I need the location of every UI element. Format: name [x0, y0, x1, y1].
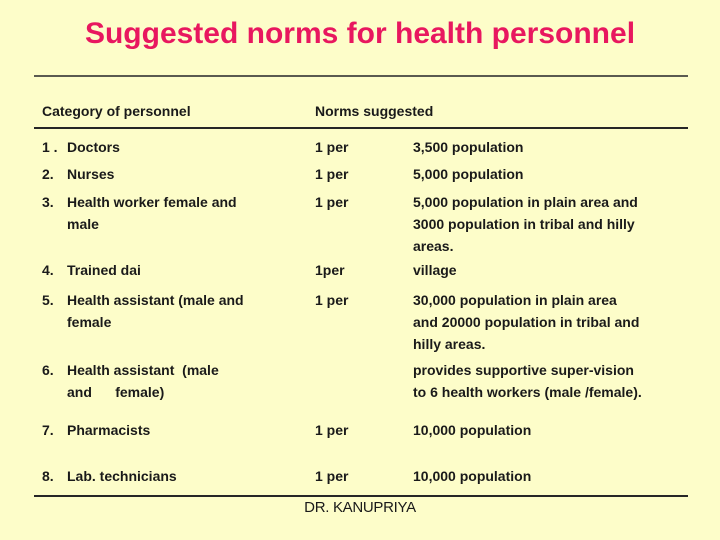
table-row: 3. Health worker female and male 1 per 5…: [42, 191, 690, 257]
category-cell: Health worker female and male: [67, 194, 237, 232]
row-number: 1 .: [42, 139, 58, 155]
category-cell: Trained dai: [67, 262, 141, 278]
footer-author: DR. KANUPRIYA: [304, 499, 416, 516]
row-number: 3.: [42, 194, 54, 210]
row-number: 8.: [42, 468, 54, 484]
table-row: 6. Health assistant (male and female) pr…: [42, 359, 690, 403]
header-norms: Norms suggested: [315, 103, 434, 119]
table-row: 2. Nurses 1 per 5,000 population: [42, 163, 690, 185]
ratio-cell: 1 per: [315, 166, 349, 182]
table-row: 8. Lab. technicians 1 per 10,000 populat…: [42, 465, 690, 487]
category-cell: Health assistant (male and female: [67, 292, 244, 330]
norm-value-cell: 3,500 population: [413, 139, 524, 155]
table-row: 5. Health assistant (male and female 1 p…: [42, 289, 690, 355]
category-cell: Health assistant (male and female): [67, 362, 219, 400]
table-row: 4. Trained dai 1per village: [42, 259, 690, 281]
norm-value-cell: 30,000 population in plain area and 2000…: [413, 292, 640, 352]
ratio-cell: 1 per: [315, 422, 349, 438]
norms-table: Category of personnel Norms suggested: [0, 100, 720, 127]
ratio-cell: 1per: [315, 262, 345, 278]
norm-value-cell: 5,000 population: [413, 166, 524, 182]
category-cell: Lab. technicians: [67, 468, 177, 484]
norm-value-cell: 10,000 population: [413, 422, 532, 438]
category-cell: Doctors: [67, 139, 120, 155]
norm-value-cell: 5,000 population in plain area and 3000 …: [413, 194, 638, 254]
category-cell: Nurses: [67, 166, 115, 182]
table-header-row: Category of personnel Norms suggested: [42, 100, 690, 127]
row-number: 2.: [42, 166, 54, 182]
norm-value-cell: 10,000 population: [413, 468, 532, 484]
row-number: 4.: [42, 262, 54, 278]
ratio-cell: 1 per: [315, 468, 349, 484]
norm-value-cell: provides supportive super-vision to 6 he…: [413, 362, 642, 400]
title-divider: [34, 75, 688, 77]
header-divider: [34, 127, 688, 129]
table-row: 1 . Doctors 1 per 3,500 population: [42, 136, 690, 158]
row-number: 5.: [42, 292, 54, 308]
row-number: 7.: [42, 422, 54, 438]
table-row: 7. Pharmacists 1 per 10,000 population: [42, 419, 690, 441]
row-number: 6.: [42, 362, 54, 378]
ratio-cell: 1 per: [315, 292, 349, 308]
ratio-cell: 1 per: [315, 139, 349, 155]
norms-table-body: 1 . Doctors 1 per 3,500 population 2. Nu…: [0, 136, 720, 487]
norm-value-cell: village: [413, 262, 457, 278]
footer-divider: [34, 495, 688, 497]
category-cell: Pharmacists: [67, 422, 151, 438]
ratio-cell: 1 per: [315, 194, 349, 210]
slide-title: Suggested norms for health personnel: [84, 17, 636, 50]
header-category: Category of personnel: [42, 103, 191, 119]
